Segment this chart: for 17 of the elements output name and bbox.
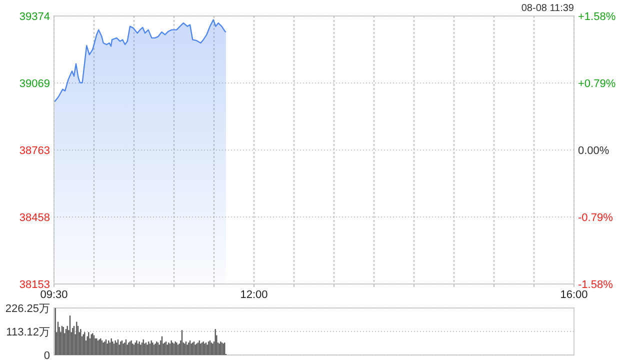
y-tick-label: 39069 xyxy=(19,78,50,90)
y2-tick-label: +0.79% xyxy=(578,78,616,90)
x-tick-label: 16:00 xyxy=(560,289,588,301)
x-tick-label: 09:30 xyxy=(40,289,68,301)
y-tick-label: 38458 xyxy=(19,212,50,224)
y-tick-label: 0 xyxy=(44,350,50,360)
x-tick-label: 12:00 xyxy=(240,289,268,301)
y2-tick-label: -1.58% xyxy=(578,279,614,291)
y-tick-label: 39374 xyxy=(19,11,50,23)
y-tick-label: 113.12万 xyxy=(6,326,50,338)
y-tick-label: 226.25万 xyxy=(5,303,50,315)
y-tick-label: 38763 xyxy=(19,145,50,158)
y2-tick-label: -0.79% xyxy=(578,212,614,224)
y2-tick-label: 0.00% xyxy=(578,145,610,157)
text: 08-08 11:39 xyxy=(521,3,574,14)
y-tick-label: 38153 xyxy=(19,279,50,291)
y2-tick-label: +1.58% xyxy=(578,11,616,23)
